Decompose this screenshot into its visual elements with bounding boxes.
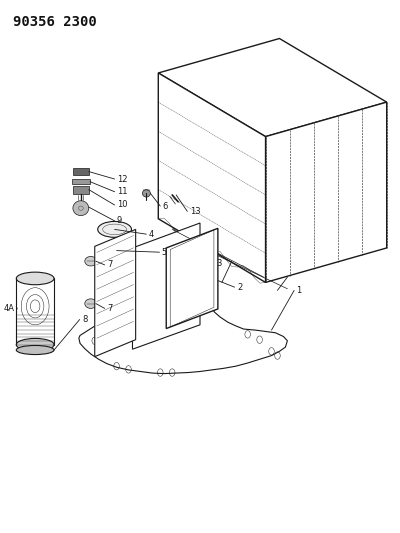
Text: 13: 13	[190, 207, 200, 216]
Polygon shape	[79, 297, 287, 374]
Polygon shape	[132, 223, 200, 349]
Polygon shape	[158, 38, 387, 136]
Text: 5: 5	[162, 248, 167, 257]
Ellipse shape	[85, 256, 97, 266]
Text: 2: 2	[237, 282, 242, 292]
Polygon shape	[166, 228, 218, 328]
Text: 90356 2300: 90356 2300	[13, 14, 97, 29]
Text: 6: 6	[163, 201, 168, 211]
Ellipse shape	[98, 221, 132, 237]
Text: 9: 9	[117, 216, 122, 225]
Ellipse shape	[169, 190, 176, 197]
Text: 7: 7	[107, 261, 112, 269]
Ellipse shape	[16, 345, 54, 354]
FancyBboxPatch shape	[73, 168, 89, 175]
Polygon shape	[95, 229, 136, 357]
Text: 8: 8	[82, 315, 88, 324]
Text: 1: 1	[296, 286, 302, 295]
Text: 3: 3	[216, 259, 222, 268]
Text: 7: 7	[107, 304, 112, 313]
Ellipse shape	[16, 272, 54, 285]
Ellipse shape	[16, 338, 54, 351]
Polygon shape	[158, 73, 266, 282]
Ellipse shape	[85, 299, 97, 309]
FancyBboxPatch shape	[72, 179, 90, 184]
Ellipse shape	[142, 190, 150, 197]
Text: 10: 10	[117, 200, 128, 209]
Text: 4: 4	[149, 230, 154, 239]
Text: 4A: 4A	[3, 304, 14, 313]
Text: 12: 12	[117, 174, 128, 183]
FancyBboxPatch shape	[73, 186, 89, 194]
Ellipse shape	[73, 201, 89, 216]
Text: 11: 11	[117, 187, 128, 196]
Polygon shape	[266, 102, 387, 282]
